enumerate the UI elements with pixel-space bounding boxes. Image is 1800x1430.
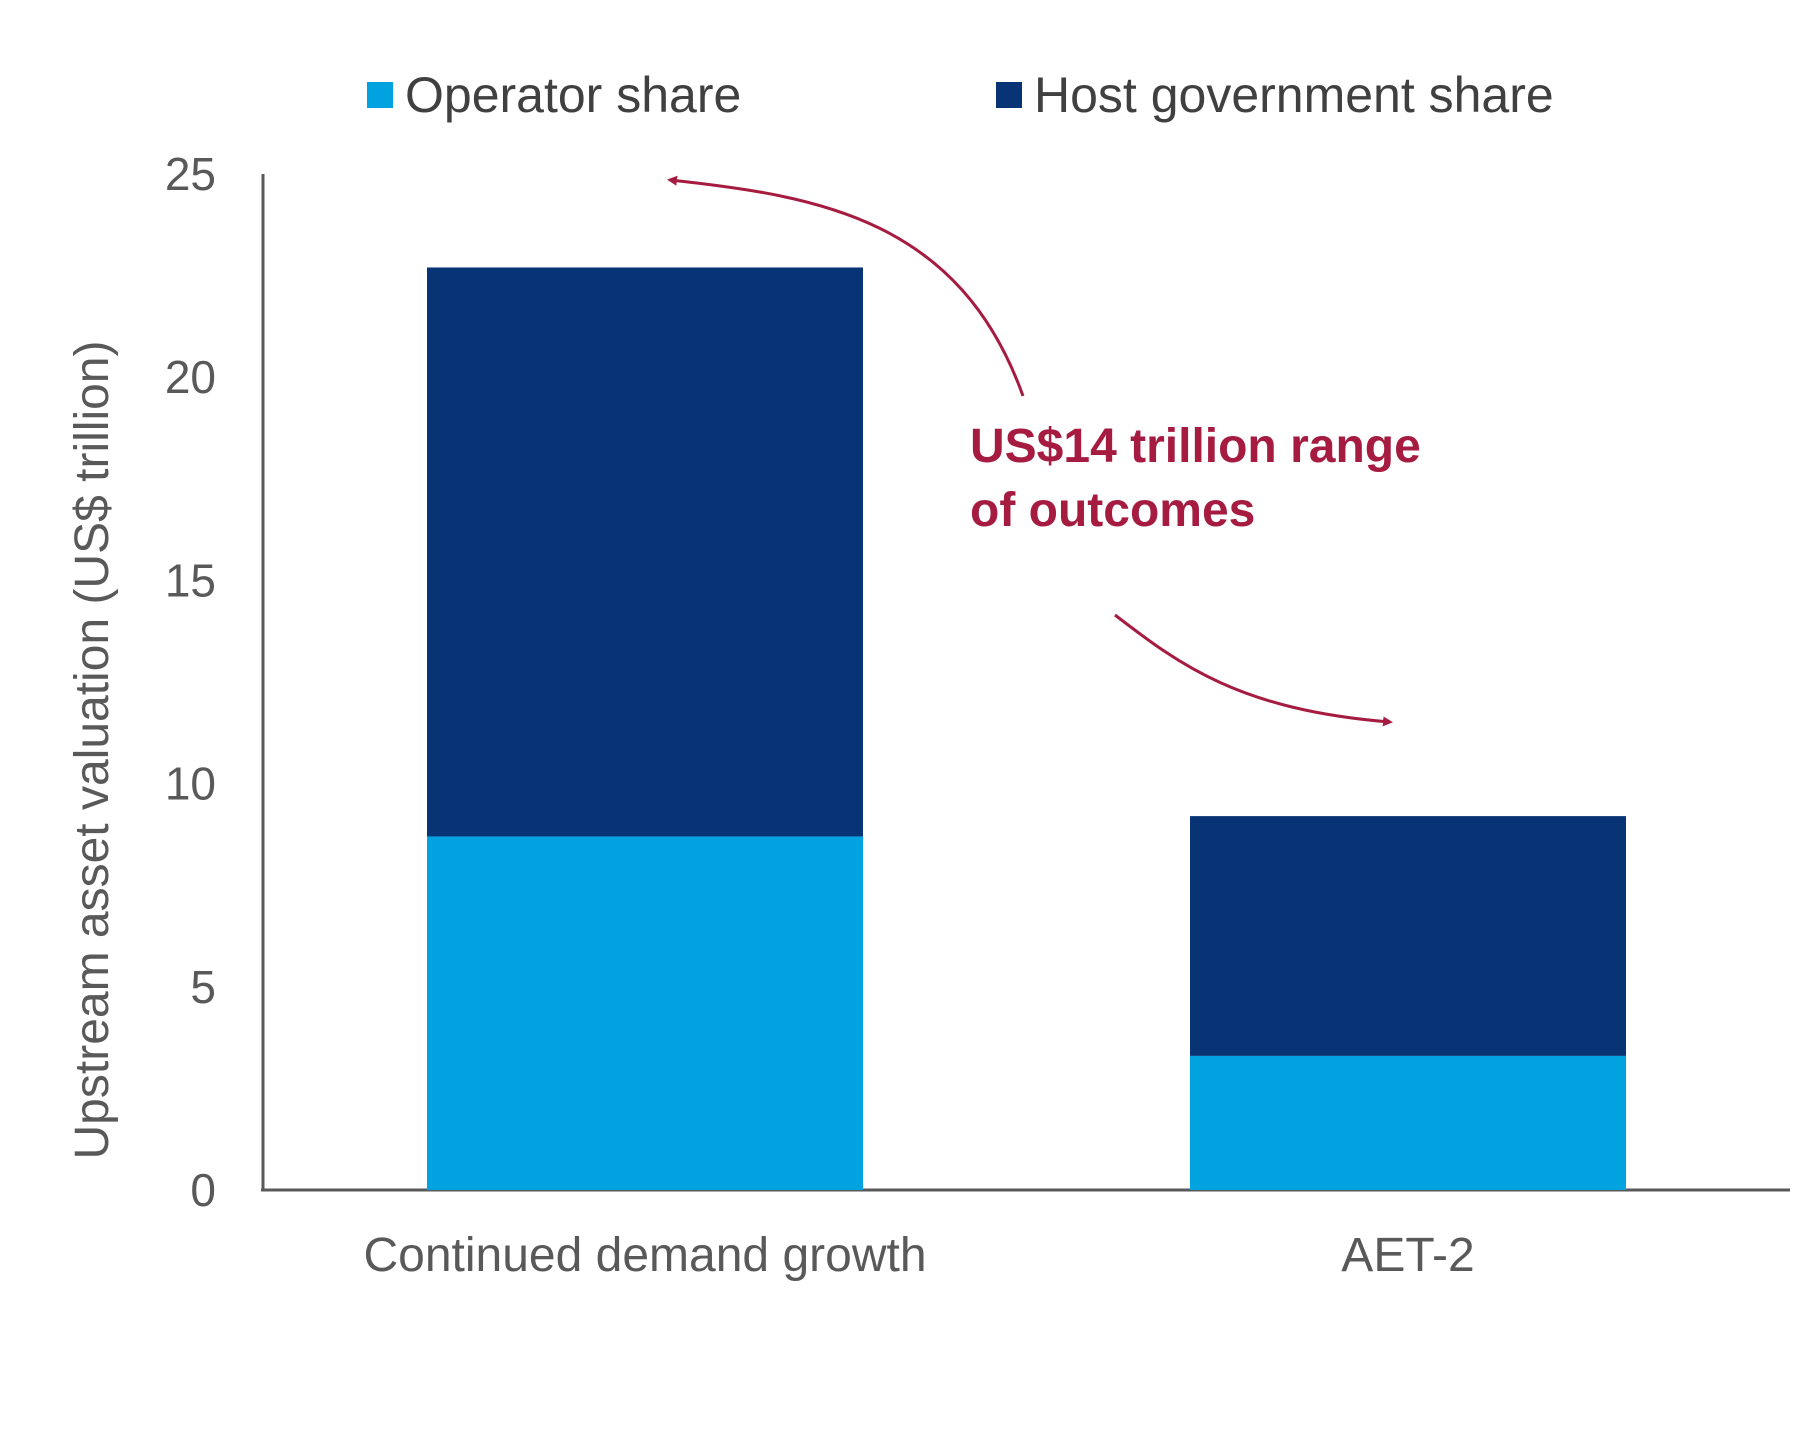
y-tick-label: 20 xyxy=(165,351,216,403)
x-category-label-continued-demand-growth: Continued demand growth xyxy=(363,1229,926,1282)
legend-swatch-operator xyxy=(367,82,393,108)
bars xyxy=(427,267,1626,1190)
bar-operator-continued-demand-growth xyxy=(427,836,863,1190)
range-annotation: US$14 trillion range of outcomes xyxy=(667,175,1421,727)
annotation-text-line-1: US$14 trillion range xyxy=(970,420,1421,473)
y-tick-labels: 0 5 10 15 20 25 xyxy=(165,148,216,1216)
y-tick-label: 25 xyxy=(165,148,216,200)
legend-label-operator: Operator share xyxy=(405,67,741,123)
y-tick-label: 5 xyxy=(190,961,216,1013)
bar-host-government-aet-2 xyxy=(1190,816,1626,1056)
annotation-text-line-2: of outcomes xyxy=(970,484,1255,537)
y-tick-label: 0 xyxy=(190,1164,216,1216)
legend: Operator share Host government share xyxy=(367,67,1554,123)
y-tick-label: 10 xyxy=(165,758,216,810)
x-category-label-aet-2: AET-2 xyxy=(1341,1229,1474,1282)
legend-swatch-host-government xyxy=(996,82,1022,108)
annotation-arrow-down xyxy=(1114,613,1393,727)
y-tick-label: 15 xyxy=(165,554,216,606)
annotation-arrow-up xyxy=(667,175,1025,397)
bar-operator-aet-2 xyxy=(1190,1055,1626,1190)
bar-host-government-continued-demand-growth xyxy=(427,267,863,837)
legend-label-host-government: Host government share xyxy=(1034,67,1554,123)
y-axis-label: Upstream asset valuation (US$ trillion) xyxy=(66,341,119,1160)
